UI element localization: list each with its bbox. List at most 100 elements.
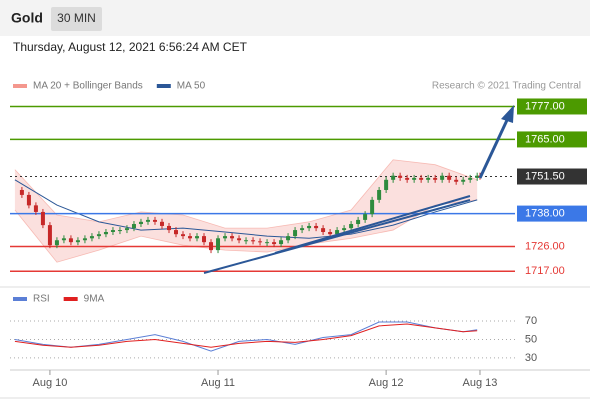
candle-body — [342, 228, 347, 231]
candle-body — [328, 231, 333, 235]
candle-body — [377, 189, 382, 200]
band-upper — [14, 159, 478, 229]
candle-body — [258, 241, 263, 243]
candle-body — [461, 179, 466, 182]
legend-swatch — [13, 297, 27, 301]
y-tick-label: 70 — [525, 315, 537, 327]
candle-body — [230, 236, 235, 239]
candle-body — [426, 177, 431, 180]
y-tick-label: 50 — [525, 333, 537, 345]
arrow-head — [501, 105, 514, 123]
candle-body — [300, 228, 305, 231]
candle-body — [279, 240, 284, 245]
x-tick-label: Aug 11 — [201, 377, 235, 389]
credit: Research © 2021 Trading Central — [432, 81, 581, 92]
candle-body — [209, 242, 214, 251]
candle-body — [82, 238, 87, 241]
x-tick-label: Aug 13 — [463, 377, 498, 389]
rsi-line — [14, 321, 478, 352]
candle-body — [454, 179, 459, 182]
rsi-line — [14, 323, 478, 348]
legend-swatch — [156, 84, 171, 88]
candle-body — [335, 230, 340, 235]
candle-body — [40, 211, 45, 226]
x-tick-label: Aug 12 — [369, 377, 404, 389]
level-label: 1717.00 — [525, 265, 565, 277]
candle-body — [321, 228, 326, 232]
candle-body — [152, 219, 157, 222]
candle-body — [47, 225, 52, 246]
candle-body — [447, 175, 452, 180]
candle-body — [89, 236, 94, 239]
candle-body — [103, 231, 108, 235]
ma-line — [14, 179, 478, 239]
plot: MA 20 + Bollinger Bands MA 50 1777.00 1765.… — [10, 81, 587, 389]
candle-body — [33, 205, 38, 212]
candle-body — [237, 238, 242, 241]
candle-body — [145, 219, 150, 222]
candle-body — [384, 179, 389, 190]
legend-label: RSI — [33, 294, 50, 305]
candle-body — [412, 177, 417, 180]
candle-body — [293, 230, 298, 237]
title: Gold — [11, 10, 43, 26]
candle-body — [131, 224, 136, 229]
candle-body — [124, 228, 129, 231]
candle-body — [475, 175, 480, 178]
candle-body — [195, 236, 200, 239]
timeframe[interactable]: 30 MIN — [57, 11, 96, 25]
level-label-box — [517, 131, 587, 148]
legend-label: MA 50 — [177, 81, 206, 92]
candle-body — [173, 230, 178, 235]
forecast-arrow — [478, 117, 510, 179]
candle-body — [188, 236, 193, 239]
candle-body — [117, 230, 122, 232]
candle-body — [349, 224, 354, 229]
candle-body — [26, 194, 31, 206]
candle-body — [244, 240, 249, 242]
candle-body — [138, 221, 143, 225]
candle-body — [75, 240, 80, 243]
candle-body — [433, 177, 438, 180]
candle-body — [54, 240, 59, 246]
candle-body — [96, 234, 101, 237]
candle-body — [68, 238, 73, 243]
candle-body — [440, 175, 445, 180]
candle-body — [370, 199, 375, 215]
candle-body — [19, 189, 24, 195]
candle-body — [202, 236, 207, 243]
candle-body — [286, 236, 291, 241]
candle-body — [159, 221, 164, 226]
candle-body — [265, 242, 270, 244]
candle-body — [468, 177, 473, 180]
candle-body — [363, 214, 368, 220]
candle-body — [272, 242, 277, 245]
level-label: 1751.50 — [525, 170, 565, 182]
level-label-box — [517, 168, 587, 185]
level-label: 1738.00 — [525, 207, 565, 219]
candle-body — [307, 225, 312, 229]
candle-body — [356, 219, 361, 225]
level-label: 1726.00 — [525, 240, 565, 252]
level-label: 1777.00 — [525, 100, 565, 112]
candle-body — [251, 240, 256, 242]
legend-swatch — [63, 297, 78, 301]
legend-label: MA 20 + Bollinger Bands — [33, 81, 143, 92]
candle-body — [405, 177, 410, 180]
datetime: Thursday, August 12, 2021 6:56:24 AM CET — [13, 40, 248, 54]
band-lower — [14, 199, 478, 263]
candle-body — [110, 230, 115, 232]
candle-body — [391, 175, 396, 180]
timeframe-button[interactable] — [51, 7, 102, 31]
candle-body — [166, 225, 171, 231]
bollinger-band — [14, 159, 478, 263]
level-label-box — [517, 98, 587, 115]
candle-body — [223, 236, 228, 239]
candle-body — [181, 234, 186, 237]
candle-body — [398, 175, 403, 178]
candle-body — [314, 225, 319, 229]
candle-body — [216, 238, 221, 251]
candle-body — [61, 238, 66, 241]
trendline — [203, 199, 471, 274]
